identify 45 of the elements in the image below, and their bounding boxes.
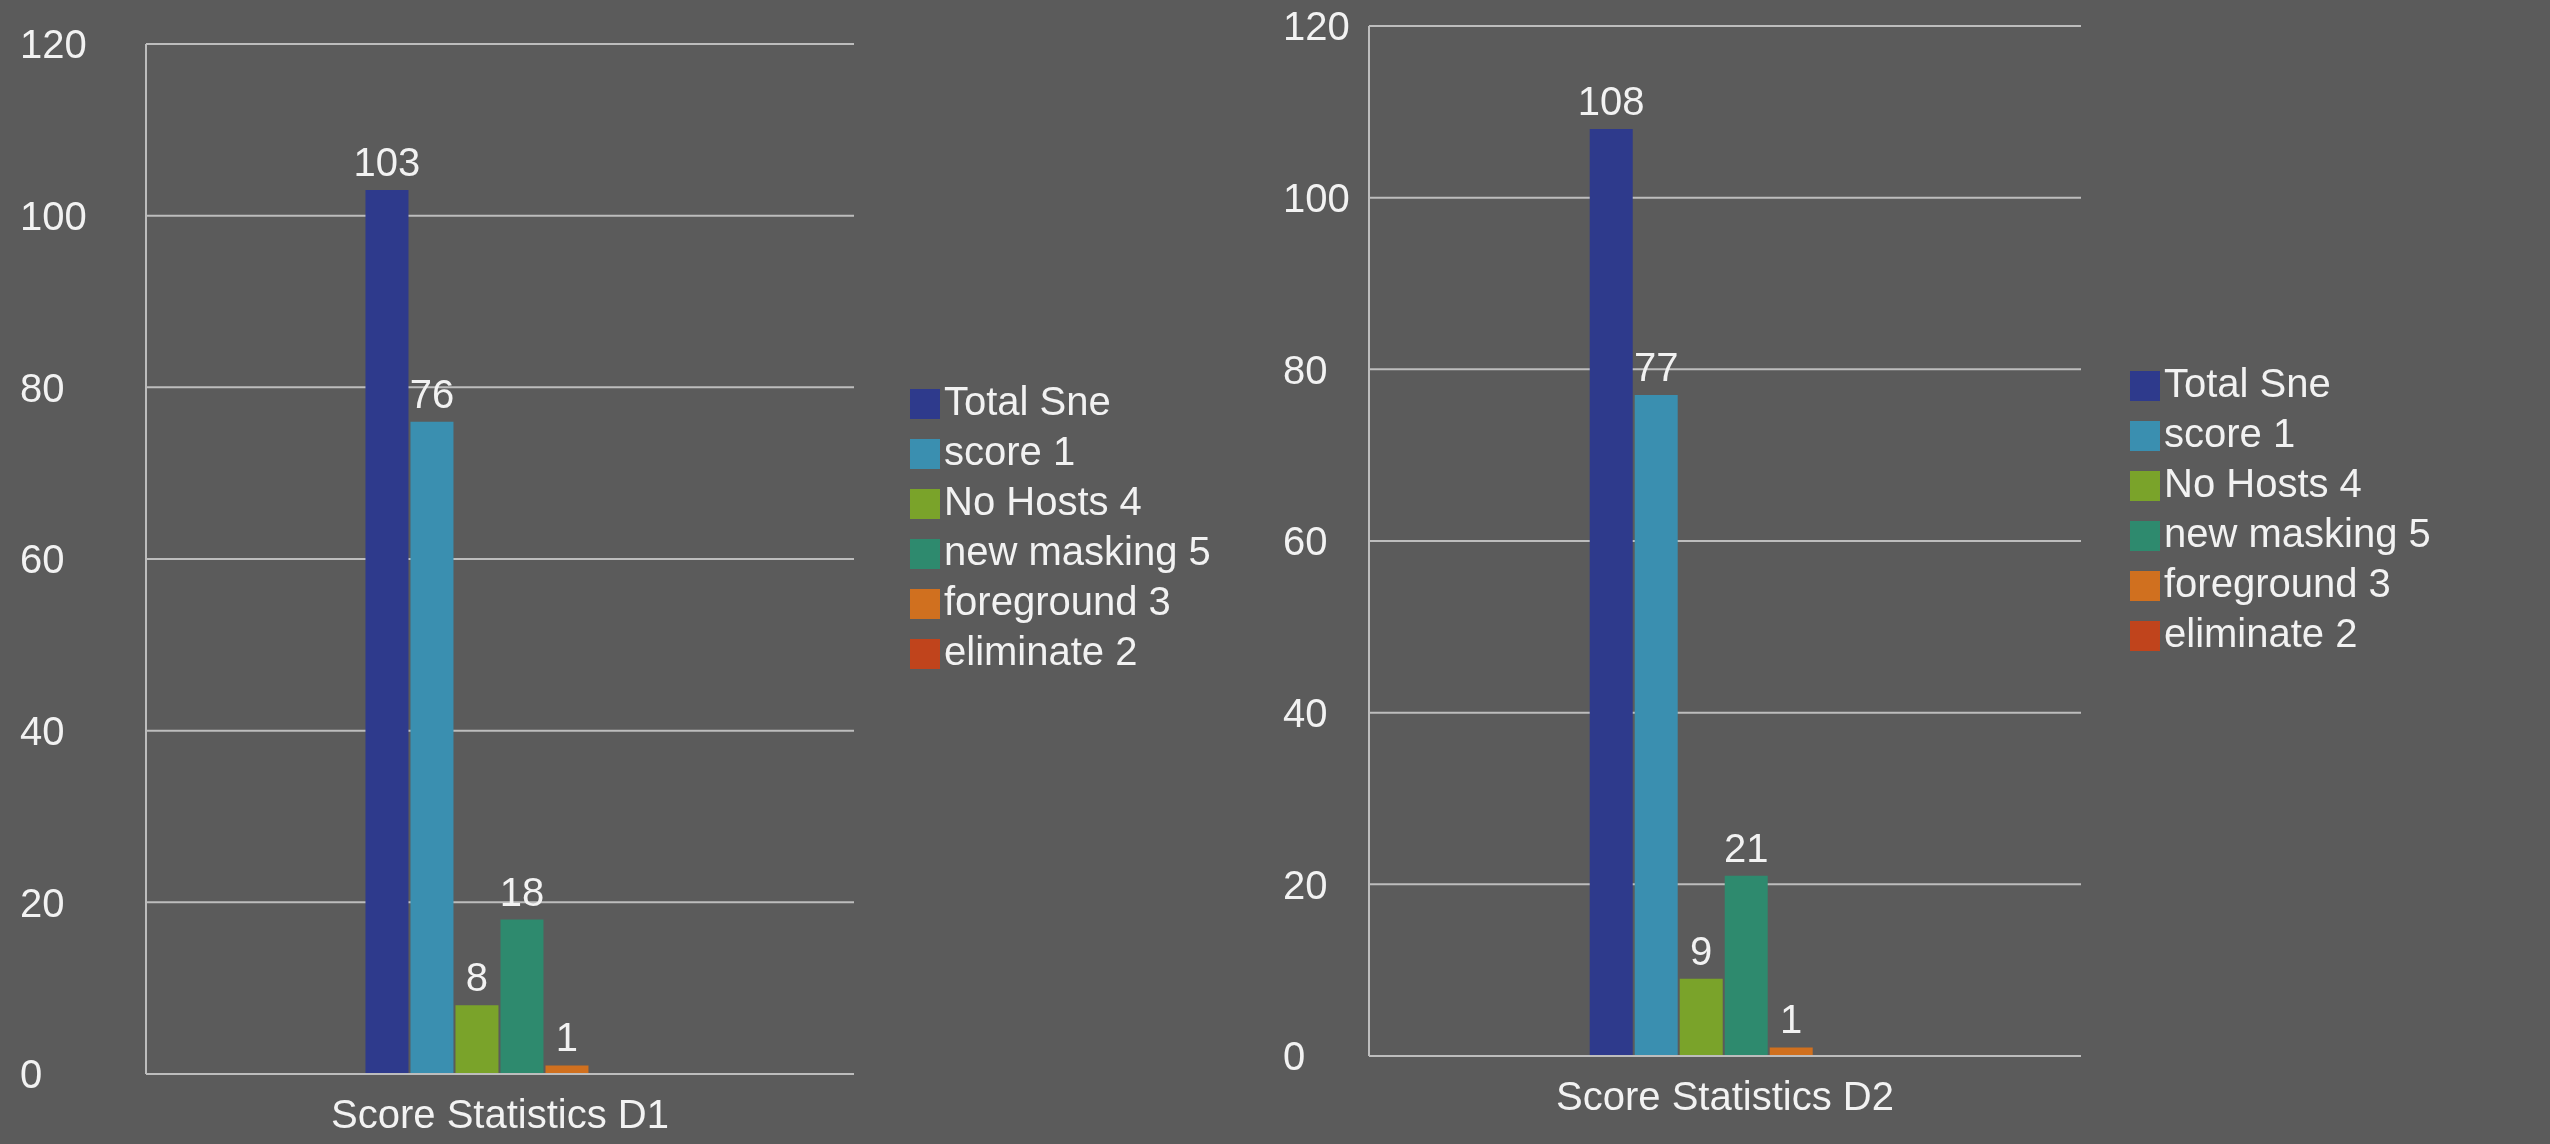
- bar: [1724, 875, 1768, 1056]
- y-tick-label: 100: [20, 193, 87, 238]
- legend-label: eliminate 2: [944, 629, 1138, 673]
- y-tick-label: 120: [1283, 4, 1350, 49]
- data-label: 8: [465, 955, 489, 1000]
- data-label: 1: [555, 1015, 579, 1060]
- bar: [1589, 129, 1633, 1056]
- data-label: 21: [1723, 825, 1769, 870]
- x-tick-label: Score Statistics D1: [331, 1092, 669, 1137]
- legend-label: new masking 5: [944, 529, 1211, 573]
- legend-label: foreground 3: [2164, 561, 2391, 605]
- data-label: 108: [1577, 79, 1645, 123]
- legend-label: score 1: [944, 429, 1076, 473]
- legend-label: No Hosts 4: [944, 479, 1142, 523]
- data-label: 1: [1780, 997, 1803, 1042]
- y-tick-label: 80: [1283, 347, 1328, 392]
- data-label: 103: [353, 139, 421, 184]
- bar: [410, 421, 454, 1074]
- legend-label: Total Sne: [2164, 361, 2331, 405]
- data-label: 9: [1690, 928, 1713, 973]
- legend-label: score 1: [2164, 411, 2296, 455]
- y-tick-label: 60: [1283, 519, 1328, 564]
- legend-label: new masking 5: [2164, 511, 2431, 555]
- y-tick-label: 40: [20, 708, 65, 753]
- bar: [545, 1065, 589, 1074]
- y-tick-label: 120: [20, 22, 87, 67]
- y-tick-label: 0: [20, 1052, 43, 1097]
- bar: [1679, 978, 1723, 1056]
- y-tick-label: 40: [1283, 690, 1328, 735]
- bar: [1769, 1047, 1813, 1056]
- legend-label: foreground 3: [944, 579, 1171, 623]
- y-tick-label: 80: [20, 365, 65, 410]
- x-tick-label: Score Statistics D2: [1556, 1074, 1894, 1119]
- legend-label: eliminate 2: [2164, 611, 2358, 655]
- bar: [365, 189, 409, 1074]
- y-tick-label: 20: [20, 880, 65, 925]
- y-tick-label: 0: [1283, 1034, 1306, 1079]
- y-tick-label: 20: [1283, 862, 1328, 907]
- bar: [1634, 395, 1678, 1056]
- legend-label: Total Sne: [944, 379, 1111, 423]
- legend-label: No Hosts 4: [2164, 461, 2362, 505]
- y-tick-label: 60: [20, 537, 65, 582]
- bar: [455, 1005, 499, 1074]
- y-tick-label: 100: [1283, 175, 1350, 220]
- bar: [500, 919, 544, 1074]
